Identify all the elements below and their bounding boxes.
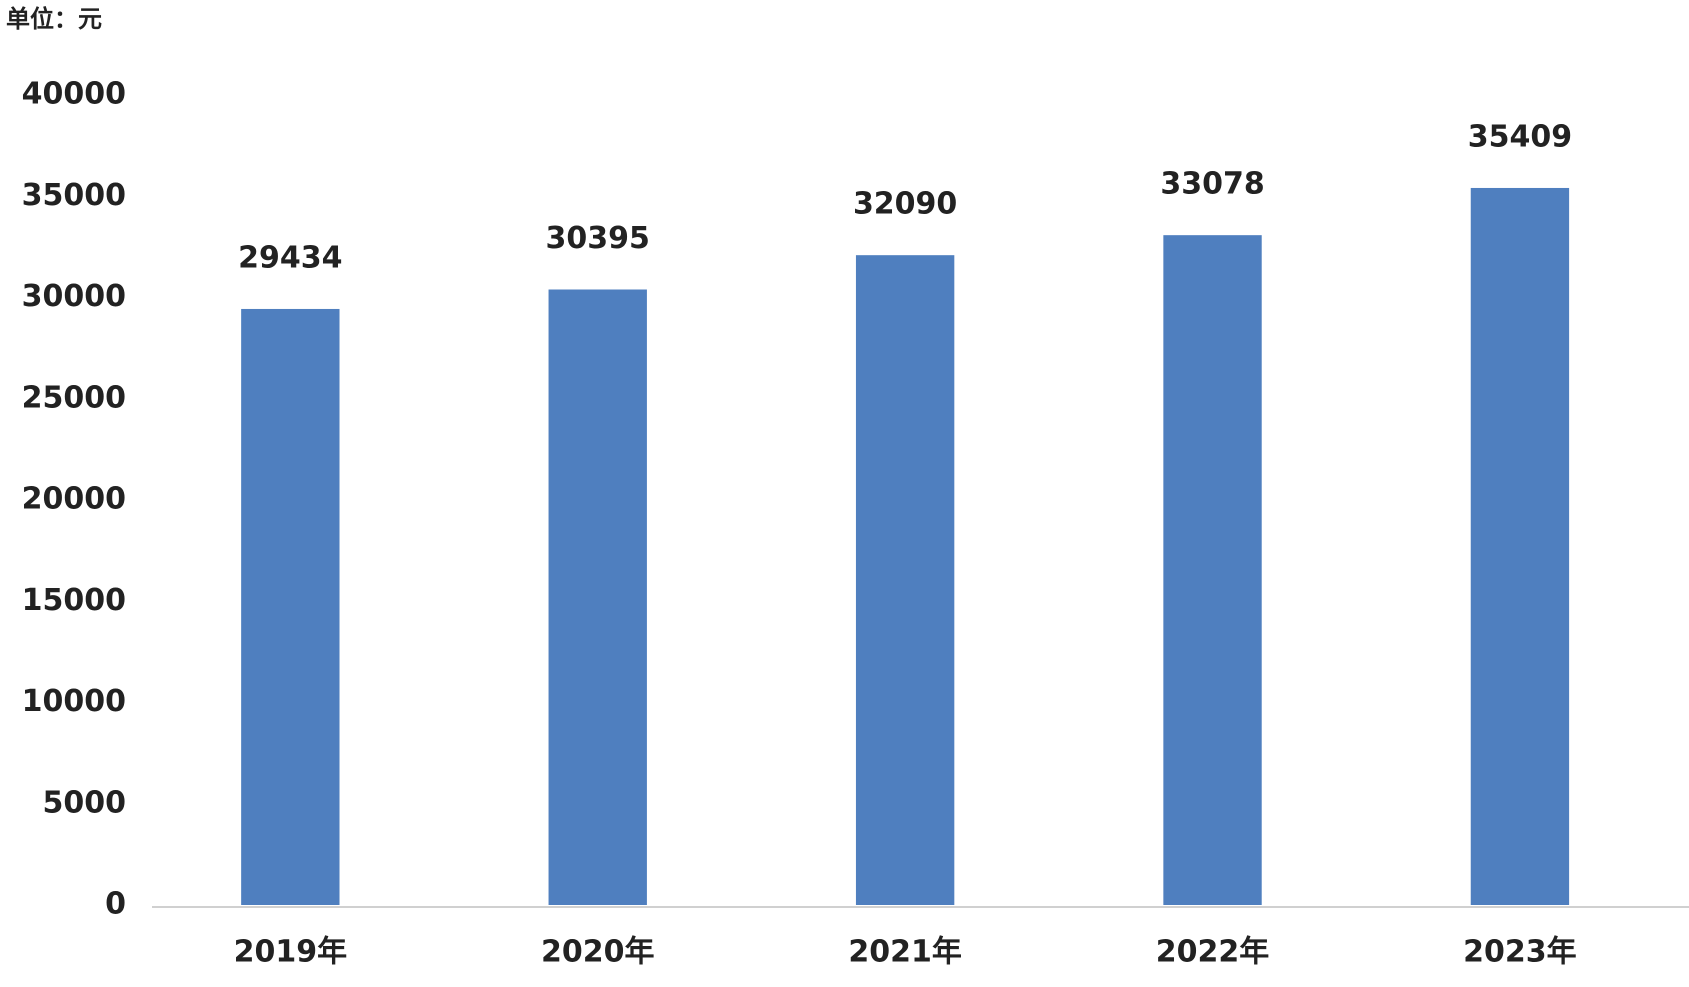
y-tick-label: 10000 bbox=[22, 684, 126, 719]
bar bbox=[1163, 235, 1262, 905]
unit-label: 单位：元 bbox=[6, 5, 102, 33]
data-label: 30395 bbox=[546, 221, 650, 256]
y-tick-label: 0 bbox=[105, 887, 126, 922]
x-tick-label: 2023年 bbox=[1463, 935, 1577, 970]
y-tick-label: 15000 bbox=[22, 583, 126, 618]
x-tick-label: 2021年 bbox=[848, 935, 962, 970]
y-tick-label: 30000 bbox=[22, 279, 126, 314]
y-tick-label: 5000 bbox=[43, 785, 127, 820]
x-tick-label: 2019年 bbox=[234, 935, 348, 970]
y-tick-label: 20000 bbox=[22, 482, 126, 517]
bar bbox=[855, 255, 955, 906]
bar bbox=[1470, 187, 1570, 905]
data-label: 33078 bbox=[1160, 167, 1264, 202]
y-tick-label: 40000 bbox=[22, 77, 126, 112]
y-tick-label: 35000 bbox=[22, 178, 126, 213]
data-label: 32090 bbox=[853, 187, 957, 222]
y-tick-label: 25000 bbox=[22, 380, 126, 415]
x-tick-label: 2020年 bbox=[541, 935, 655, 970]
bar bbox=[241, 308, 340, 905]
bar bbox=[548, 289, 647, 906]
data-label: 35409 bbox=[1468, 119, 1572, 154]
data-label: 29434 bbox=[238, 240, 342, 275]
x-tick-label: 2022年 bbox=[1156, 935, 1270, 970]
